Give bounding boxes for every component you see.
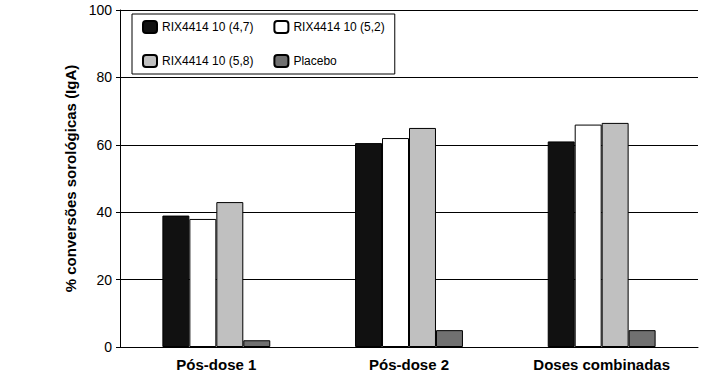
svg-text:40: 40	[96, 204, 112, 220]
svg-text:Placebo: Placebo	[293, 54, 337, 68]
svg-text:% conversões sorológicas (IgA): % conversões sorológicas (IgA)	[62, 65, 79, 293]
svg-text:RIX4414 10 (5,2): RIX4414 10 (5,2)	[293, 20, 384, 34]
svg-text:100: 100	[89, 2, 113, 18]
svg-text:Doses combinadas: Doses combinadas	[533, 356, 670, 373]
svg-text:RIX4414 10 (5,8): RIX4414 10 (5,8)	[162, 54, 253, 68]
svg-text:60: 60	[96, 137, 112, 153]
svg-text:20: 20	[96, 272, 112, 288]
svg-text:RIX4414 10 (4,7): RIX4414 10 (4,7)	[162, 20, 253, 34]
svg-text:Pós-dose 1: Pós-dose 1	[176, 356, 256, 373]
svg-text:Pós-dose 2: Pós-dose 2	[369, 356, 449, 373]
svg-text:0: 0	[104, 339, 112, 355]
svg-text:80: 80	[96, 69, 112, 85]
